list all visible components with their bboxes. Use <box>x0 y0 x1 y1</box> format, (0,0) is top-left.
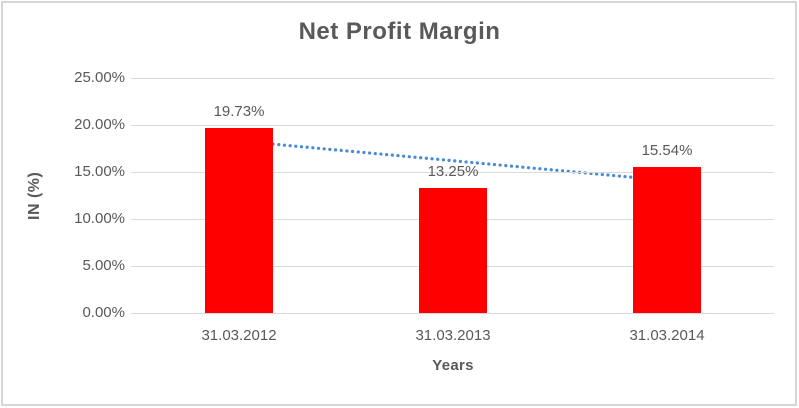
x-axis-title: Years <box>432 357 474 374</box>
y-axis-tick-label: 20.00% <box>74 116 125 133</box>
y-axis-tick-label: 5.00% <box>82 257 125 274</box>
bar-data-label: 13.25% <box>427 163 479 181</box>
chart-title: Net Profit Margin <box>298 18 501 45</box>
y-axis-tick-label: 15.00% <box>74 163 125 180</box>
y-axis-tick-label: 10.00% <box>74 210 125 227</box>
bar-31.03.2014 <box>633 166 701 313</box>
bar-31.03.2012 <box>205 127 273 313</box>
bar-31.03.2013 <box>419 188 487 313</box>
x-axis-tick-label: 31.03.2013 <box>415 327 491 344</box>
gridline <box>131 312 774 314</box>
trendline <box>237 139 669 183</box>
gridline <box>131 171 774 173</box>
y-axis-title: IN (%) <box>26 171 43 220</box>
gridline <box>131 124 774 126</box>
bar-data-label: 19.73% <box>213 102 265 120</box>
x-axis-tick-label: 31.03.2012 <box>201 327 277 344</box>
bar-data-label: 15.54% <box>641 141 693 159</box>
y-axis-tick-label: 0.00% <box>82 304 125 321</box>
y-axis-tick-label: 25.00% <box>74 69 125 86</box>
plot-area: 19.73% 13.25% 15.54% <box>131 77 774 314</box>
x-axis-tick-label: 31.03.2014 <box>629 327 705 344</box>
gridline <box>131 77 774 79</box>
